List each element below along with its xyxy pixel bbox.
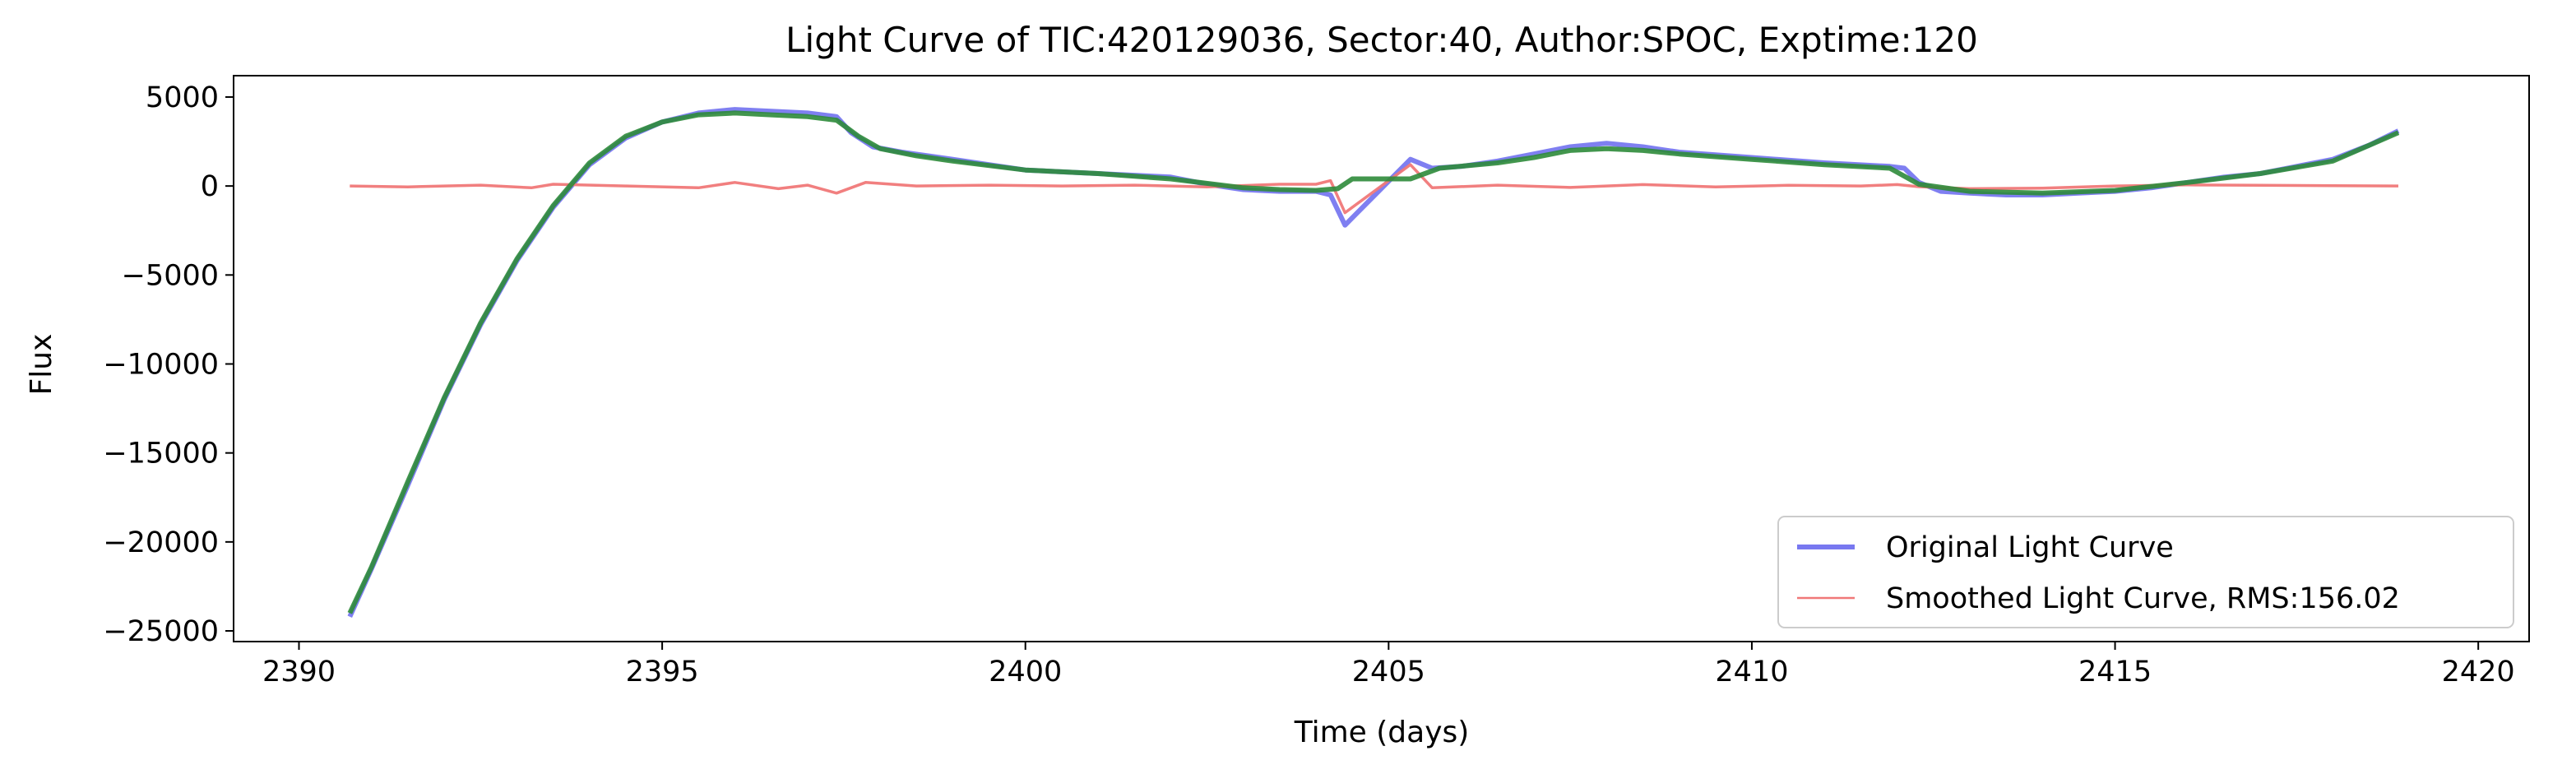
x-tick-label: 2395 — [626, 656, 699, 688]
y-tick-label: −10000 — [103, 348, 219, 381]
chart-title: Light Curve of TIC:420129036, Sector:40,… — [785, 20, 1978, 60]
y-tick-label: −20000 — [103, 526, 219, 559]
x-tick-label: 2415 — [2078, 656, 2152, 688]
y-tick-label: −15000 — [103, 438, 219, 470]
y-axis-ticks: 5000 0 −5000 −10000 −15000 −20000 −25000 — [103, 81, 234, 648]
y-tick-label: 5000 — [146, 81, 219, 114]
series-layer — [347, 107, 2400, 618]
x-tick-label: 2390 — [262, 656, 336, 688]
legend-box — [1777, 516, 2514, 628]
legend-label-original: Original Light Curve — [1886, 531, 2174, 564]
x-tick-label: 2405 — [1352, 656, 1425, 688]
legend: Original Light Curve Smoothed Light Curv… — [1777, 516, 2514, 628]
axes-frame — [233, 75, 2530, 642]
x-tick-label: 2420 — [2442, 656, 2515, 688]
x-tick-label: 2410 — [1715, 656, 1788, 688]
x-tick-label: 2400 — [989, 656, 1062, 688]
y-tick-label: −5000 — [122, 259, 219, 292]
y-axis-label: Flux — [25, 334, 58, 396]
y-tick-label: 0 — [201, 170, 219, 203]
series-trend-line — [347, 110, 2400, 614]
y-tick-label: −25000 — [103, 615, 219, 648]
legend-label-smoothed: Smoothed Light Curve, RMS:156.02 — [1886, 582, 2400, 615]
x-axis-label: Time (days) — [1294, 716, 1470, 749]
x-axis-ticks: 2390 2395 2400 2405 2410 2415 2420 — [262, 642, 2515, 688]
